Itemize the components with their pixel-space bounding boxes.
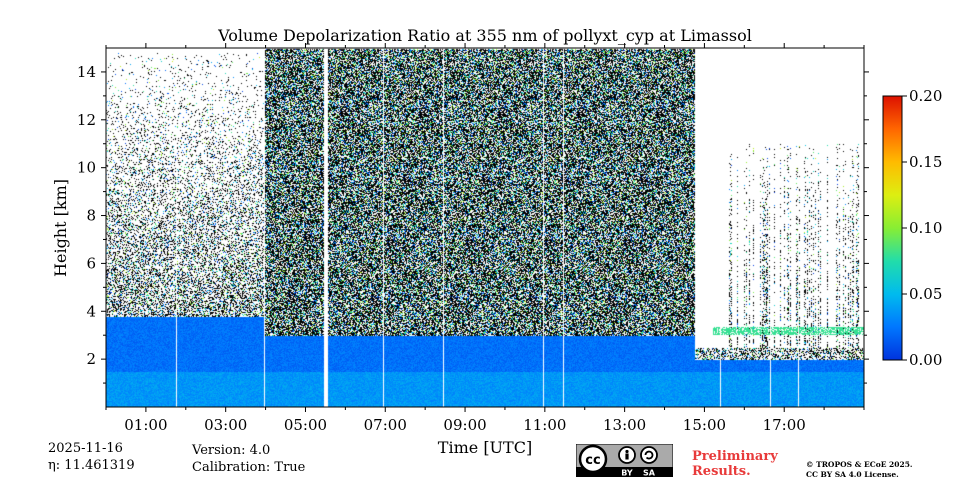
by-label: BY [621, 469, 633, 478]
copyright-line2: CC BY SA 4.0 License. [806, 470, 899, 479]
cc-icon: cc [585, 453, 600, 468]
colorbar-tick-label: 0.10 [909, 219, 942, 237]
y-tick-label: 14 [77, 63, 96, 81]
y-tick-label: 12 [77, 111, 96, 129]
colorbar-tick-label: 0.20 [909, 87, 942, 105]
y-tick-label: 6 [86, 254, 96, 272]
y-axis: 2 4 6 8 10 12 14 [77, 63, 869, 384]
x-tick-label: 01:00 [124, 416, 167, 434]
sa-label: SA [643, 469, 656, 478]
footer-calibration: Calibration: True [192, 460, 306, 475]
x-tick-label: 17:00 [763, 416, 806, 434]
colorbar-tick-label: 0.05 [909, 285, 942, 303]
plot-frame [105, 47, 865, 408]
heatmap-plot-area [106, 48, 864, 407]
copyright-line1: © TROPOS & ECoE 2025. [806, 460, 913, 469]
y-tick-label: 2 [86, 350, 96, 368]
chart-title: Volume Depolarization Ratio at 355 nm of… [217, 26, 752, 45]
x-tick-label: 09:00 [443, 416, 486, 434]
y-axis-label: Height [km] [51, 179, 70, 277]
colorbar-tick-label: 0.15 [909, 153, 942, 171]
y-tick-label: 10 [77, 159, 96, 177]
x-tick-label: 11:00 [523, 416, 566, 434]
x-tick-label: 13:00 [603, 416, 646, 434]
chart: Volume Depolarization Ratio at 355 nm of… [51, 26, 942, 457]
colorbar-tick-label: 0.00 [909, 351, 942, 369]
colorbar-axis: 0.00 0.05 0.10 0.15 0.20 [902, 87, 942, 369]
preliminary-results-label: Preliminary Results. [692, 449, 778, 479]
footer-version: Version: 4.0 [192, 443, 271, 458]
y-tick-label: 8 [86, 207, 96, 225]
footer-meta: Version: 4.0 Calibration: True [192, 442, 305, 476]
sa-share-icon [640, 446, 658, 464]
footer-left: 2025-11-16 η: 11.461319 [48, 440, 135, 474]
y-tick-label: 4 [86, 302, 96, 320]
footer-date: 2025-11-16 [48, 441, 123, 456]
copyright-notice: © TROPOS & ECoE 2025. CC BY SA 4.0 Licen… [806, 460, 913, 480]
x-tick-label: 15:00 [683, 416, 726, 434]
x-tick-label: 07:00 [364, 416, 407, 434]
x-axis-label: Time [UTC] [438, 438, 532, 457]
x-tick-label: 05:00 [284, 416, 327, 434]
cc-license-badge: cc BY SA [576, 444, 673, 477]
x-tick-label: 03:00 [204, 416, 247, 434]
x-axis: 01:00 03:00 05:00 07:00 09:00 11:00 13:00 15:00… [105, 43, 865, 434]
colorbar [882, 95, 903, 361]
footer-eta: η: 11.461319 [48, 458, 135, 473]
